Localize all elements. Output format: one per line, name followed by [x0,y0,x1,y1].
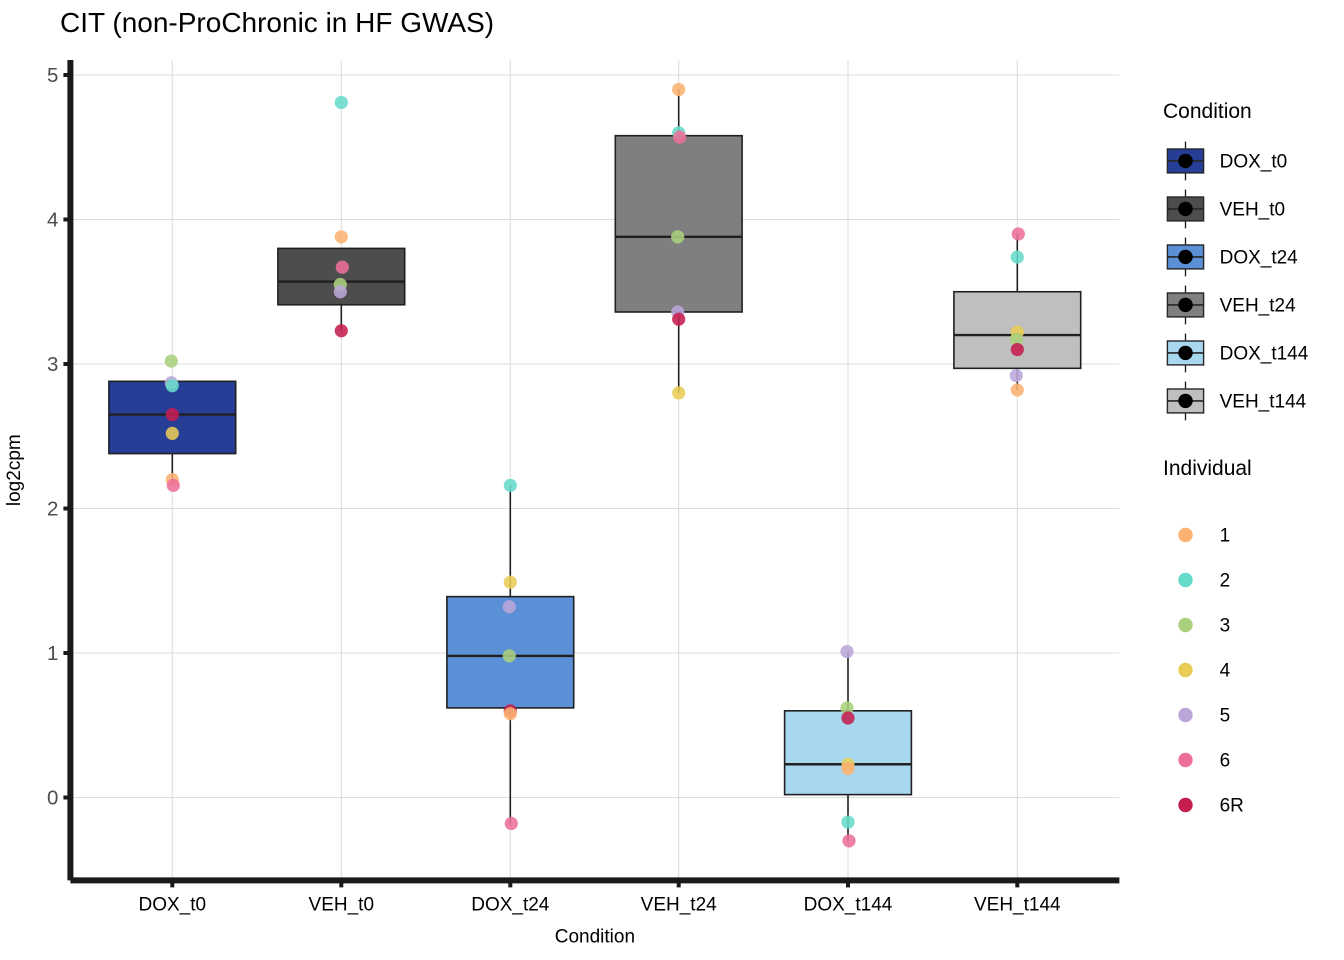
svg-text:DOX_t0: DOX_t0 [139,894,207,915]
svg-text:5: 5 [1220,706,1231,727]
svg-text:4: 4 [1220,661,1231,682]
svg-text:VEH_t0: VEH_t0 [1220,199,1285,220]
svg-text:CIT (non-ProChronic in HF GWAS: CIT (non-ProChronic in HF GWAS) [60,7,494,38]
svg-text:3: 3 [47,353,58,376]
svg-text:0: 0 [47,787,58,810]
svg-text:DOX_t0: DOX_t0 [1220,151,1288,172]
svg-text:VEH_t144: VEH_t144 [1220,391,1307,412]
svg-text:VEH_t0: VEH_t0 [309,894,374,915]
svg-text:6: 6 [1220,751,1231,772]
svg-text:log2cpm: log2cpm [4,434,25,506]
svg-text:3: 3 [1220,616,1231,637]
svg-text:2: 2 [47,498,58,521]
svg-text:Condition: Condition [555,926,635,947]
svg-text:VEH_t144: VEH_t144 [974,894,1061,915]
svg-text:DOX_t24: DOX_t24 [471,894,550,915]
svg-text:VEH_t24: VEH_t24 [641,894,717,915]
svg-text:DOX_t24: DOX_t24 [1220,247,1299,268]
svg-text:DOX_t144: DOX_t144 [1220,343,1309,364]
svg-text:1: 1 [47,642,58,665]
svg-text:Individual: Individual [1163,457,1252,480]
svg-text:2: 2 [1220,571,1231,592]
svg-text:Condition: Condition [1163,100,1252,123]
svg-text:6R: 6R [1220,796,1244,817]
svg-text:4: 4 [47,209,58,232]
svg-text:DOX_t144: DOX_t144 [804,894,893,915]
svg-text:1: 1 [1220,526,1231,547]
svg-text:VEH_t24: VEH_t24 [1220,295,1296,316]
svg-text:5: 5 [47,64,58,87]
